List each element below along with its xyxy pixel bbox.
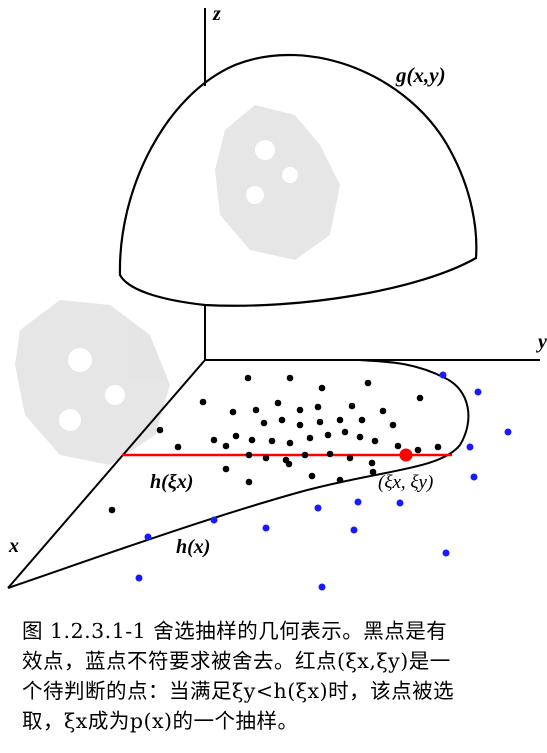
- figure: z y x g(x,y) h(x) h(ξx) (ξx, ξy): [7, 3, 547, 591]
- watermark-glyph: [15, 105, 340, 465]
- accepted-point: [248, 436, 256, 444]
- x-axis-label: x: [8, 535, 19, 557]
- caption-line-1: 图 1.2.3.1-1 舍选抽样的几何表示。黑点是有: [22, 619, 448, 643]
- g-surface-curve: [118, 53, 478, 307]
- accepted-point: [301, 451, 309, 459]
- rejected-point: [135, 574, 143, 582]
- h-label: h(x): [176, 536, 210, 558]
- h-xi-label: h(ξx): [150, 471, 193, 493]
- accepted-point: [296, 406, 304, 414]
- accepted-point: [369, 468, 377, 476]
- rejected-point: [474, 388, 482, 396]
- accepted-point: [324, 431, 332, 439]
- candidate-point-label: (ξx, ξy): [378, 472, 433, 493]
- accepted-point: [434, 443, 442, 451]
- accepted-point: [262, 454, 270, 462]
- accepted-point: [336, 416, 344, 424]
- accepted-point: [245, 478, 253, 486]
- accepted-point: [260, 419, 268, 427]
- accepted-point: [364, 379, 372, 387]
- accepted-point: [286, 439, 294, 447]
- accepted-point: [286, 374, 294, 382]
- rejected-point: [442, 549, 450, 557]
- rejected-point: [144, 533, 152, 541]
- caption-line-4: 取，ξx成为p(x)的一个抽样。: [22, 709, 299, 733]
- accepted-point: [232, 432, 240, 440]
- accepted-point: [199, 398, 207, 406]
- accepted-point: [314, 403, 322, 411]
- accepted-point: [368, 459, 376, 467]
- caption-line-3: 个待判断的点：当满足ξy<h(ξx)时，该点被选: [22, 679, 455, 703]
- rejected-point: [318, 583, 326, 591]
- accepted-point: [278, 416, 286, 424]
- y-axis-label: y: [536, 331, 547, 353]
- accepted-point: [222, 465, 230, 473]
- accepted-point: [414, 446, 422, 454]
- accepted-point: [229, 408, 237, 416]
- accepted-point: [346, 454, 354, 462]
- rejected-point: [466, 443, 474, 451]
- accepted-point: [108, 506, 116, 514]
- rejected-point: [470, 473, 478, 481]
- accepted-point: [308, 472, 316, 480]
- rejected-point: [210, 516, 218, 524]
- rejected-point: [354, 498, 362, 506]
- accepted-point: [416, 394, 424, 402]
- accepted-point: [358, 416, 366, 424]
- accepted-point: [222, 442, 230, 450]
- z-axis-label: z: [212, 3, 221, 25]
- rejected-points: [135, 371, 512, 591]
- accepted-point: [285, 460, 293, 468]
- accepted-point: [210, 436, 218, 444]
- rejected-point: [504, 428, 512, 436]
- accepted-point: [156, 426, 164, 434]
- accepted-point: [245, 451, 253, 459]
- rejected-point: [350, 526, 358, 534]
- accepted-point: [371, 437, 379, 445]
- accepted-point: [316, 418, 324, 426]
- figure-caption: 图 1.2.3.1-1 舍选抽样的几何表示。黑点是有 效点，蓝点不符要求被舍去。…: [22, 616, 542, 736]
- accepted-point: [244, 374, 252, 382]
- accepted-point: [296, 421, 304, 429]
- accepted-point: [274, 399, 282, 407]
- accepted-point: [394, 442, 402, 450]
- rejected-point: [314, 504, 322, 512]
- accepted-point: [268, 437, 276, 445]
- accepted-point: [318, 384, 326, 392]
- g-label: g(x,y): [395, 63, 446, 87]
- accepted-point: [341, 428, 349, 436]
- caption-line-2: 效点，蓝点不符要求被舍去。红点(ξx,ξy)是一: [22, 649, 451, 673]
- accepted-point: [336, 476, 344, 484]
- rejected-point: [262, 524, 270, 532]
- accepted-point: [348, 402, 356, 410]
- accepted-point: [389, 421, 397, 429]
- rejected-point: [439, 371, 447, 379]
- watermark-holes: [59, 140, 298, 431]
- x-axis-line: [7, 359, 206, 589]
- accepted-point: [356, 433, 364, 441]
- accepted-point: [174, 443, 182, 451]
- candidate-point: [399, 448, 413, 462]
- accepted-points: [108, 374, 442, 514]
- rejected-point: [396, 499, 404, 507]
- accepted-point: [379, 407, 387, 415]
- accepted-point: [306, 434, 314, 442]
- accepted-point: [252, 406, 260, 414]
- accepted-point: [326, 450, 334, 458]
